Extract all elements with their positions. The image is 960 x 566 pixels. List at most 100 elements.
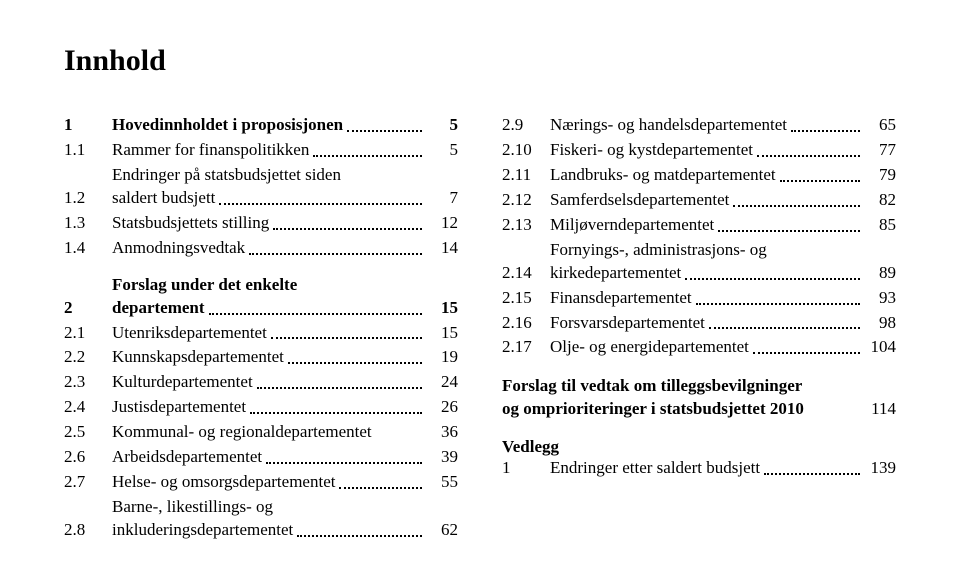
toc-entry-label-wrap: Barne-, likestillings- oginkluderingsdep… <box>112 496 426 542</box>
toc-leader <box>266 462 422 464</box>
toc-entry-number: 2.9 <box>502 114 550 137</box>
toc-leader <box>249 253 422 255</box>
toc-left-column: 1Hovedinnholdet i proposisjonen51.1Ramme… <box>64 114 458 544</box>
toc-entry-label-wrap: Rammer for finanspolitikken <box>112 139 426 162</box>
toc-entry-page: 85 <box>864 214 896 237</box>
toc-entry-label-line: Kunnskapsdepartementet <box>112 346 426 369</box>
toc-leader <box>685 278 860 280</box>
toc-leader <box>297 535 422 537</box>
toc-entry-label-wrap: Endringer på statsbudsjettet sidensalder… <box>112 164 426 210</box>
toc-entry-number: 2.4 <box>64 396 112 419</box>
toc-leader <box>757 155 860 157</box>
toc-entry-label-wrap: Fornyings-, administrasjons- ogkirkedepa… <box>550 239 864 285</box>
toc-entry-page: 12 <box>426 212 458 235</box>
toc-entry-label: Kunnskapsdepartementet <box>112 346 284 369</box>
toc-entry-label: Justisdepartementet <box>112 396 246 419</box>
toc-leader <box>271 337 422 339</box>
toc-entry-label-line: Finansdepartementet <box>550 287 864 310</box>
toc-entry-label-line: Justisdepartementet <box>112 396 426 419</box>
toc-entry-page: 79 <box>864 164 896 187</box>
toc-entry-label-line: departement <box>112 297 426 320</box>
toc-entry-label-wrap: Utenriksdepartementet <box>112 322 426 345</box>
toc-entry-number: 2.17 <box>502 336 550 359</box>
toc-entry-number: 2.5 <box>64 421 112 444</box>
toc-entry: 2.2Kunnskapsdepartementet19 <box>64 346 458 369</box>
toc-entry-label-line: Utenriksdepartementet <box>112 322 426 345</box>
toc-leader <box>753 352 860 354</box>
toc-entry-label: Kulturdepartementet <box>112 371 253 394</box>
toc-entry-label: Nærings- og handelsdepartementet <box>550 114 787 137</box>
toc-entry-number: 2.14 <box>502 262 550 285</box>
toc-entry-label-wrap: Kunnskapsdepartementet <box>112 346 426 369</box>
toc-leader <box>780 180 860 182</box>
toc-entry-label-wrap: Justisdepartementet <box>112 396 426 419</box>
toc-heading-page: 114 <box>864 398 896 421</box>
toc-right-column: 2.9Nærings- og handelsdepartementet652.1… <box>502 114 896 544</box>
toc-entry: 2.5Kommunal- og regionaldepartementet 36 <box>64 421 458 444</box>
toc-entry: 2.7Helse- og omsorgsdepartementet55 <box>64 471 458 494</box>
toc-entry-number: 2.6 <box>64 446 112 469</box>
toc-entry: 1.1Rammer for finanspolitikken5 <box>64 139 458 162</box>
toc-heading-line2: og omprioriteringer i statsbudsjettet 20… <box>502 398 896 421</box>
toc-entry-label-wrap: Arbeidsdepartementet <box>112 446 426 469</box>
toc-entry-number: 1.2 <box>64 187 112 210</box>
toc-entry-page: 104 <box>864 336 896 359</box>
toc-entry-page: 93 <box>864 287 896 310</box>
toc-entry-label-line: Miljøverndepartementet <box>550 214 864 237</box>
toc-leader <box>733 205 860 207</box>
toc-entry-label: Miljøverndepartementet <box>550 214 714 237</box>
toc-entry-label: Statsbudsjettets stilling <box>112 212 269 235</box>
toc-leader <box>250 412 422 414</box>
toc-entry-page: 36 <box>426 421 458 444</box>
toc-entry-page: 15 <box>426 297 458 320</box>
toc-heading-label: og omprioriteringer i statsbudsjettet 20… <box>502 398 804 421</box>
toc-entry-label-wrap: Landbruks- og matdepartementet <box>550 164 864 187</box>
toc-entry-label-line: kirkedepartementet <box>550 262 864 285</box>
toc-leader <box>696 303 860 305</box>
toc-entry-number: 1.1 <box>64 139 112 162</box>
toc-entry: 1.4Anmodningsvedtak14 <box>64 237 458 260</box>
toc-entry-label: Helse- og omsorgsdepartementet <box>112 471 335 494</box>
toc-entry-page: 77 <box>864 139 896 162</box>
toc-entry-label-line: Fiskeri- og kystdepartementet <box>550 139 864 162</box>
toc-entry: 1.2Endringer på statsbudsjettet sidensal… <box>64 164 458 210</box>
toc-entry-label: saldert budsjett <box>112 187 215 210</box>
toc-leader <box>257 387 422 389</box>
toc-entry-label-line: Landbruks- og matdepartementet <box>550 164 864 187</box>
toc-entry-label: Forsvarsdepartementet <box>550 312 705 335</box>
toc-entry-number: 2.12 <box>502 189 550 212</box>
toc-entry: 2.1Utenriksdepartementet15 <box>64 322 458 345</box>
toc-entry-label-line1: Barne-, likestillings- og <box>112 496 426 519</box>
toc-entry-label: Endringer etter saldert budsjett <box>550 457 760 480</box>
toc-entry-label-line: Helse- og omsorgsdepartementet <box>112 471 426 494</box>
toc-entry: 2.17Olje- og energidepartementet104 <box>502 336 896 359</box>
toc-entry-label-wrap: Kommunal- og regionaldepartementet <box>112 421 426 444</box>
toc-entry-page: 82 <box>864 189 896 212</box>
toc-entry-label: Landbruks- og matdepartementet <box>550 164 776 187</box>
toc-heading: Forslag til vedtak om tilleggsbevilgning… <box>502 375 896 421</box>
toc-leader <box>219 203 422 205</box>
toc-section: 1Hovedinnholdet i proposisjonen5 <box>64 114 458 137</box>
toc-entry: 2.11Landbruks- og matdepartementet79 <box>502 164 896 187</box>
toc-entry-number: 2.15 <box>502 287 550 310</box>
toc-entry-label: inkluderingsdepartementet <box>112 519 293 542</box>
toc-entry-label-wrap: Nærings- og handelsdepartementet <box>550 114 864 137</box>
toc-entry-number: 1 <box>502 457 550 480</box>
toc-entry-page: 15 <box>426 322 458 345</box>
toc-entry-number: 2.1 <box>64 322 112 345</box>
toc-entry-page: 39 <box>426 446 458 469</box>
toc-entry-number: 2.2 <box>64 346 112 369</box>
toc-entry: 1Endringer etter saldert budsjett139 <box>502 457 896 480</box>
toc-section: 2Forslag under det enkeltedepartement15 <box>64 274 458 320</box>
toc-leader <box>339 487 422 489</box>
toc-entry-label: Anmodningsvedtak <box>112 237 245 260</box>
toc-entry-page: 7 <box>426 187 458 210</box>
toc-entry-label: Hovedinnholdet i proposisjonen <box>112 114 343 137</box>
toc-entry-label: Kommunal- og regionaldepartementet <box>112 421 372 444</box>
toc-entry-label-line: Endringer etter saldert budsjett <box>550 457 864 480</box>
toc-entry-label-line: Anmodningsvedtak <box>112 237 426 260</box>
toc-leader <box>791 130 860 132</box>
toc-entry-label-wrap: Statsbudsjettets stilling <box>112 212 426 235</box>
toc-entry-number: 1 <box>64 114 112 137</box>
toc-entry: 1.3Statsbudsjettets stilling12 <box>64 212 458 235</box>
